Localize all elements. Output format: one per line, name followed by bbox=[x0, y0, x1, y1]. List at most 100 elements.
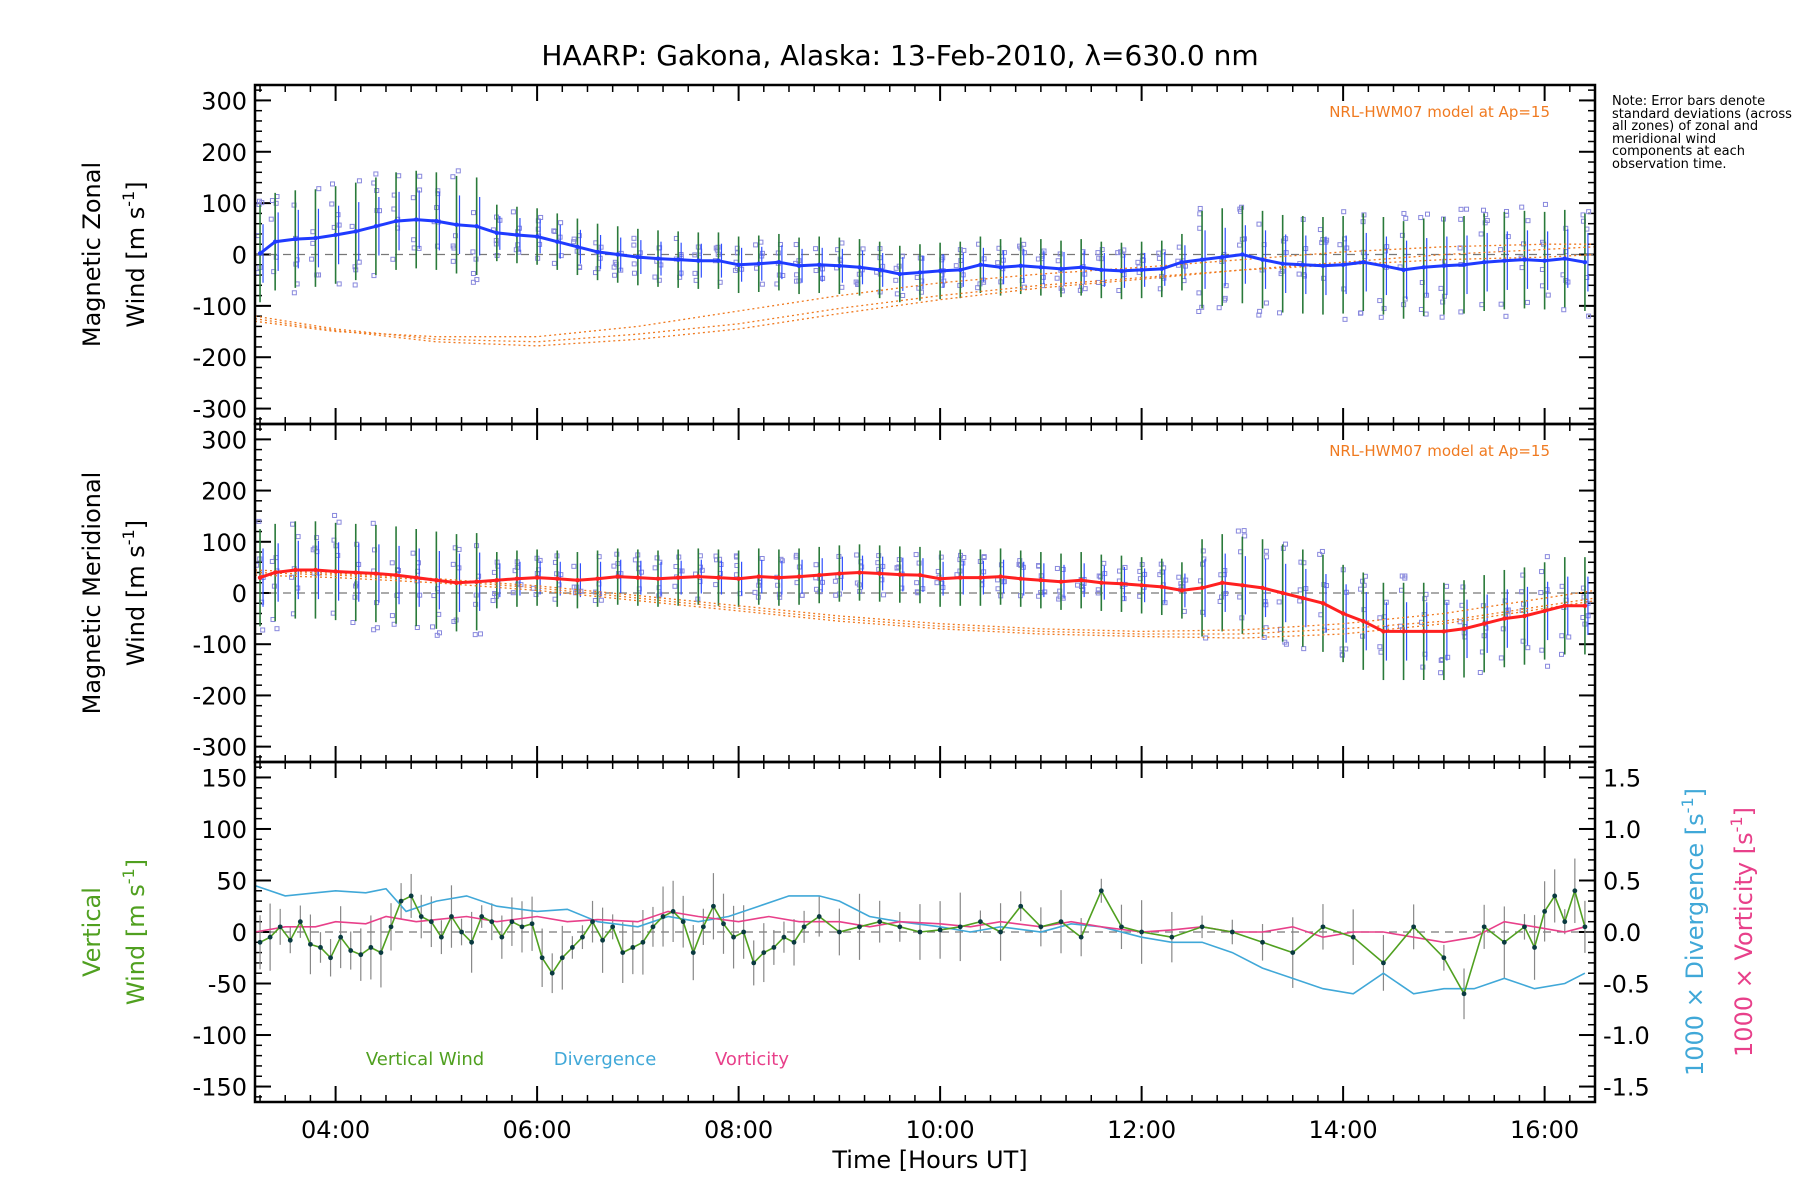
zone-sample-point bbox=[1480, 207, 1486, 213]
vertical-wind-point bbox=[287, 937, 293, 943]
y-tick-label: -100 bbox=[193, 631, 247, 659]
zone-sample-point bbox=[1176, 574, 1182, 580]
vertical-wind-point bbox=[297, 919, 303, 925]
vertical-wind-point bbox=[801, 924, 807, 930]
zone-sample-point bbox=[734, 250, 740, 256]
zone-sample-point bbox=[813, 268, 819, 274]
mean-wind-point bbox=[494, 577, 500, 583]
zone-sample-point bbox=[558, 253, 564, 259]
zone-sample-point bbox=[1519, 589, 1525, 595]
zone-sample-point bbox=[860, 246, 866, 252]
zone-sample-point bbox=[1539, 647, 1545, 653]
vertical-wind-point bbox=[670, 908, 676, 914]
zone-sample-point bbox=[713, 582, 719, 588]
zone-sample-point bbox=[309, 256, 315, 262]
mean-wind-point bbox=[272, 570, 278, 575]
zone-sample-point bbox=[1498, 247, 1504, 253]
zone-sample-point bbox=[356, 259, 362, 265]
y-tick-label: -150 bbox=[193, 1074, 247, 1102]
vertical-wind-point bbox=[700, 924, 706, 930]
zone-sample-point bbox=[1361, 582, 1367, 588]
y2-tick-label: 0.5 bbox=[1603, 867, 1641, 895]
zone-sample-point bbox=[1401, 210, 1407, 216]
zone-sample-point bbox=[310, 240, 316, 246]
zone-sample-point bbox=[692, 270, 698, 276]
mean-wind-point bbox=[1562, 256, 1567, 261]
zone-sample-point bbox=[1297, 587, 1303, 593]
mean-wind-point bbox=[1481, 621, 1487, 626]
mean-wind-point bbox=[434, 218, 439, 224]
zone-sample-point bbox=[374, 625, 380, 631]
vertical-wind-point bbox=[549, 970, 555, 976]
zone-sample-point bbox=[1101, 560, 1107, 566]
vertical-wind-point bbox=[791, 939, 797, 945]
zone-sample-point bbox=[1478, 231, 1484, 237]
zone-sample-point bbox=[1197, 205, 1203, 211]
zone-sample-point bbox=[938, 554, 944, 560]
zone-sample-point bbox=[652, 274, 658, 280]
zone-sample-point bbox=[1440, 299, 1446, 305]
zone-sample-point bbox=[1418, 215, 1424, 221]
mean-wind-point bbox=[1119, 581, 1124, 586]
zone-sample-point bbox=[1525, 218, 1531, 224]
mean-wind-point bbox=[1159, 266, 1164, 272]
mean-wind-point bbox=[716, 258, 721, 263]
zone-sample-point bbox=[1261, 634, 1267, 640]
zone-sample-point bbox=[417, 173, 423, 179]
vertical-wind-point bbox=[1532, 945, 1537, 950]
zone-sample-point bbox=[717, 556, 723, 562]
figure-title: HAARP: Gakona, Alaska: 13-Feb-2010, λ=63… bbox=[541, 39, 1258, 72]
mean-wind-point bbox=[958, 267, 963, 273]
mean-wind-point bbox=[998, 574, 1003, 579]
mean-wind-point bbox=[897, 572, 903, 577]
mean-wind-point bbox=[1502, 258, 1507, 263]
zone-sample-point bbox=[377, 208, 383, 214]
zone-sample-point bbox=[813, 562, 819, 568]
y-tick-label: 100 bbox=[201, 816, 247, 844]
x-tick-label: 08:00 bbox=[704, 1116, 773, 1144]
zone-sample-point bbox=[538, 214, 544, 220]
zone-sample-point bbox=[295, 534, 301, 540]
mean-wind-point bbox=[313, 567, 318, 573]
zone-sample-point bbox=[1586, 209, 1592, 215]
mean-wind-point bbox=[1038, 265, 1044, 270]
x-axis-label: Time [Hours UT] bbox=[831, 1146, 1027, 1174]
zone-sample-point bbox=[1397, 623, 1403, 629]
zone-sample-point bbox=[1055, 258, 1061, 264]
mean-wind-point bbox=[978, 262, 983, 267]
vertical-wind-point bbox=[388, 924, 394, 930]
y-axis-label-line2: Wind [m s-1] bbox=[119, 181, 150, 327]
zone-sample-point bbox=[1538, 590, 1544, 596]
vertical-wind-point bbox=[318, 945, 323, 950]
mean-wind-point bbox=[1401, 267, 1406, 273]
zone-sample-point bbox=[995, 260, 1001, 266]
vertical-wind-point bbox=[308, 941, 313, 947]
vertical-wind-point bbox=[469, 939, 475, 945]
vertical-wind-point bbox=[630, 945, 636, 950]
zone-sample-point bbox=[780, 272, 786, 278]
zone-samples bbox=[255, 168, 1592, 322]
vertical-wind-point bbox=[1582, 924, 1588, 930]
model-label: NRL-HWM07 model at Ap=15 bbox=[1329, 442, 1550, 460]
mean-wind-point bbox=[1099, 580, 1104, 585]
zone-sample-point bbox=[1176, 244, 1182, 250]
x-tick-label: 12:00 bbox=[1107, 1116, 1176, 1144]
mean-wind-point bbox=[1461, 626, 1467, 632]
zone-sample-point bbox=[1438, 285, 1444, 291]
y2-axis-unit-close: ] bbox=[1730, 807, 1758, 816]
zone-sample-point bbox=[1561, 307, 1567, 313]
y2-tick-label: -1.5 bbox=[1603, 1074, 1650, 1102]
vertical-wind-point bbox=[660, 914, 666, 919]
zone-sample-point bbox=[1156, 250, 1162, 256]
zone-sample-point bbox=[1296, 271, 1302, 277]
zone-sample-point bbox=[1420, 664, 1426, 670]
zone-sample-point bbox=[391, 621, 397, 627]
vertical-wind-point bbox=[348, 948, 354, 953]
mean-wind-point bbox=[817, 572, 822, 578]
zone-sample-point bbox=[914, 580, 920, 586]
vertical-wind-point bbox=[957, 924, 963, 930]
zone-sample-point bbox=[1075, 582, 1081, 588]
mean-wind-point bbox=[615, 252, 620, 257]
y-tick-label: 0 bbox=[232, 242, 247, 270]
